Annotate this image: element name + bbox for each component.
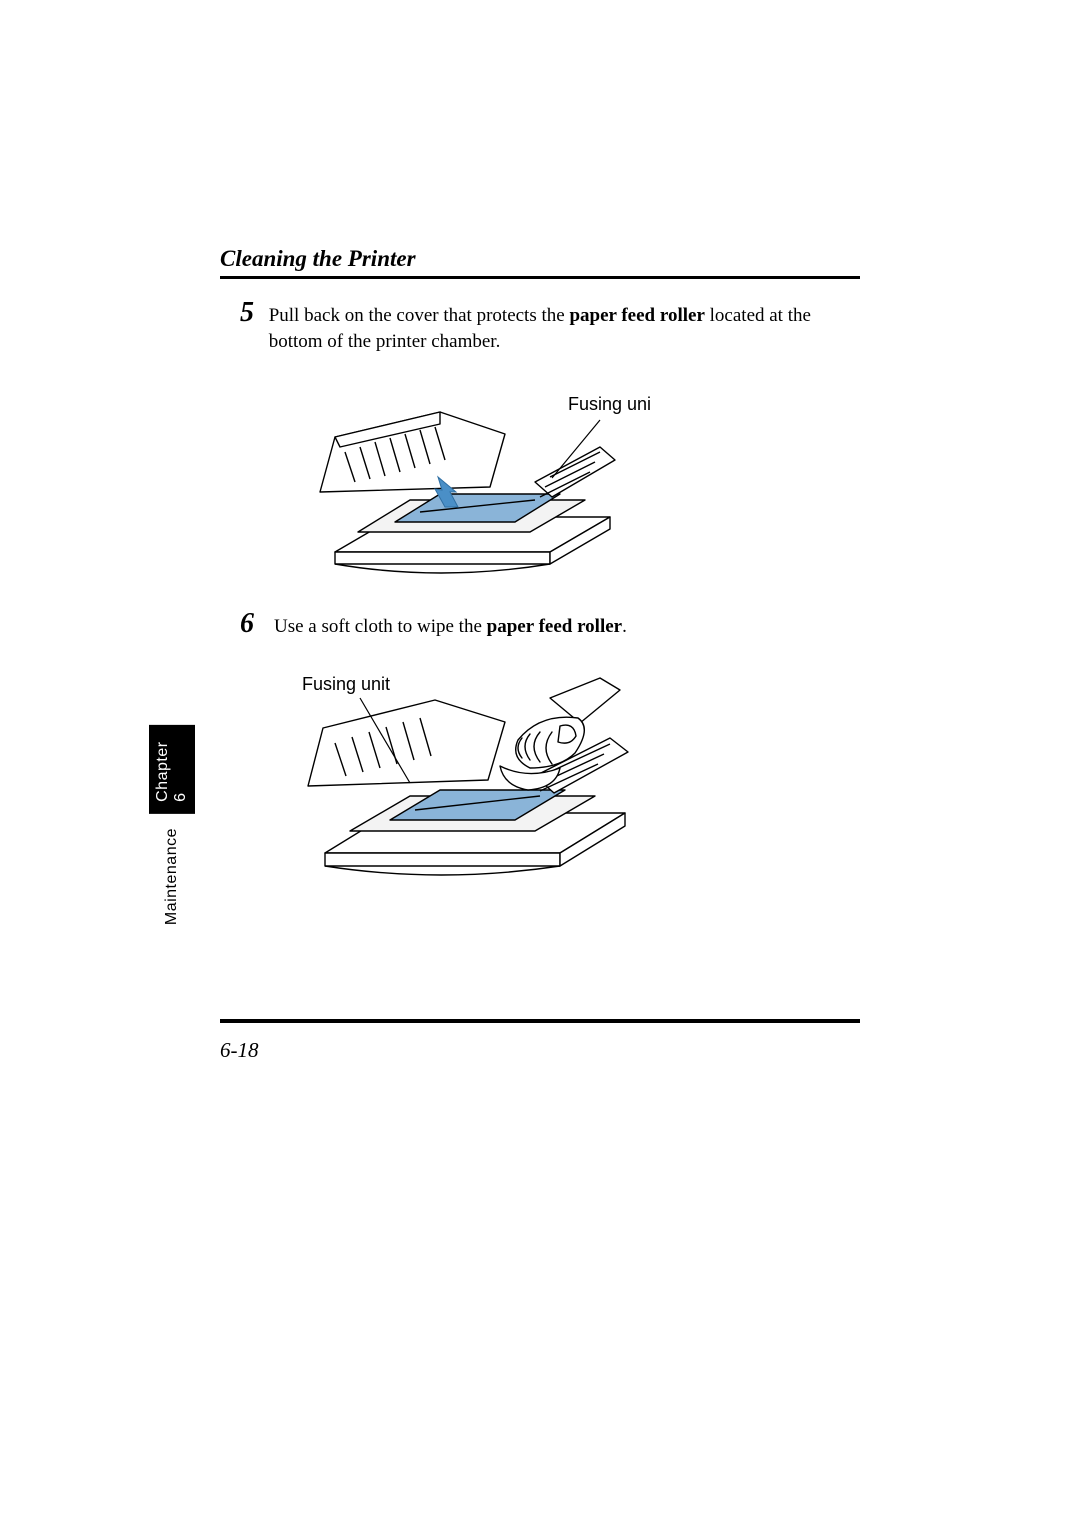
section-title: Cleaning the Printer bbox=[220, 246, 860, 272]
step-text-bold: paper feed roller bbox=[487, 616, 622, 637]
sidebar-chapter: Chapter 6 bbox=[149, 725, 195, 814]
step-text-pre: Use a soft cloth to wipe the bbox=[274, 616, 487, 637]
figure-label: Fusing unit bbox=[568, 394, 650, 414]
step-text: Pull back on the cover that protects the… bbox=[269, 299, 860, 354]
figure-label: Fusing unit bbox=[302, 674, 390, 694]
figure-step6: Fusing unit bbox=[260, 668, 860, 888]
step-number: 5 bbox=[240, 299, 257, 327]
step-text: Use a soft cloth to wipe the paper feed … bbox=[274, 610, 627, 640]
printer-diagram-5: Fusing unit bbox=[290, 382, 650, 582]
page-number: 6-18 bbox=[220, 1038, 259, 1063]
step-text-bold: paper feed roller bbox=[569, 305, 704, 326]
figure-step5: Fusing unit bbox=[290, 382, 860, 582]
step-6: 6 Use a soft cloth to wipe the paper fee… bbox=[240, 610, 860, 640]
footer-rule bbox=[220, 1019, 860, 1023]
page-body: Cleaning the Printer 5 Pull back on the … bbox=[220, 246, 860, 1066]
step-text-post: . bbox=[622, 616, 627, 637]
side-tab: Chapter 6 Maintenance bbox=[156, 725, 188, 925]
printer-diagram-6: Fusing unit bbox=[260, 668, 660, 888]
step-number: 6 bbox=[240, 610, 262, 638]
sidebar-section: Maintenance bbox=[163, 828, 181, 925]
step-text-pre: Pull back on the cover that protects the bbox=[269, 305, 570, 326]
header-rule bbox=[220, 276, 860, 279]
step-5: 5 Pull back on the cover that protects t… bbox=[240, 299, 860, 354]
